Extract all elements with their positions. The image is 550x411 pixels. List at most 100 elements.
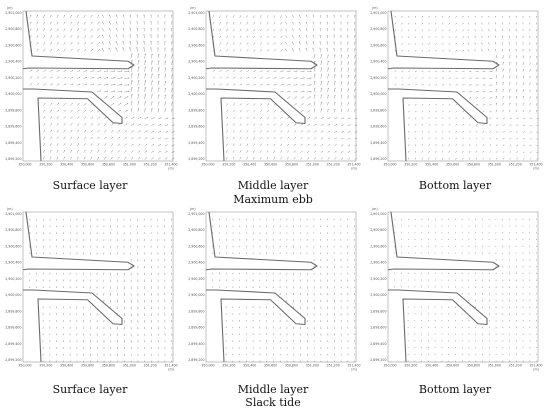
current-vector-arrow bbox=[298, 41, 301, 45]
current-vector-arrow bbox=[130, 116, 135, 120]
current-vector-arrow bbox=[414, 49, 417, 52]
current-vector-arrow bbox=[320, 73, 323, 79]
current-vector-arrow bbox=[313, 117, 318, 120]
current-vector-arrow bbox=[219, 42, 222, 45]
y-unit-label: (m) bbox=[7, 207, 13, 211]
current-vector-arrow bbox=[307, 70, 312, 73]
current-vector-arrow bbox=[70, 14, 72, 18]
current-vector-arrow bbox=[522, 158, 525, 160]
current-vector-arrow bbox=[259, 70, 263, 72]
current-vector-arrow bbox=[475, 124, 478, 126]
current-vector-arrow bbox=[90, 77, 95, 79]
current-vector-arrow bbox=[305, 47, 308, 52]
current-vector-arrow bbox=[280, 70, 284, 72]
current-vector-arrow bbox=[239, 21, 242, 25]
current-vector-arrow bbox=[320, 144, 324, 147]
current-vector-arrow bbox=[124, 156, 127, 160]
current-vector-arrow bbox=[43, 48, 46, 52]
current-vector-arrow bbox=[212, 76, 216, 79]
current-vector-arrow bbox=[340, 27, 342, 32]
current-vector-arrow bbox=[70, 35, 73, 39]
current-vector-arrow bbox=[509, 157, 512, 160]
x-tick-label: 350,200 bbox=[222, 364, 235, 368]
current-vector-arrow bbox=[90, 70, 95, 72]
current-vector-arrow bbox=[522, 82, 524, 86]
current-vector-arrow bbox=[468, 124, 471, 126]
current-vector-arrow bbox=[219, 35, 222, 39]
current-vector-arrow bbox=[239, 116, 242, 120]
current-vector-arrow bbox=[83, 35, 87, 39]
current-vector-arrow bbox=[212, 83, 216, 86]
y-tick-label: 2,901,000 bbox=[188, 11, 204, 15]
x-tick-label: 351,000 bbox=[123, 163, 136, 167]
y-tick-label: 2,899,600 bbox=[188, 326, 204, 330]
current-vector-arrow bbox=[144, 123, 148, 126]
current-vector-arrow bbox=[90, 143, 93, 147]
lower-breakwater-coastline bbox=[206, 289, 306, 363]
current-vector-arrow bbox=[97, 70, 102, 72]
current-vector-arrow bbox=[157, 94, 160, 99]
upper-breakwater-coastline bbox=[387, 211, 500, 271]
current-vector-arrow bbox=[63, 149, 66, 153]
current-vector-arrow bbox=[115, 27, 118, 32]
y-tick-label: 2,900,800 bbox=[188, 27, 204, 31]
current-vector-arrow bbox=[307, 96, 312, 99]
current-vector-arrow bbox=[49, 76, 53, 79]
current-vector-arrow bbox=[285, 21, 288, 25]
current-vector-arrow bbox=[313, 101, 316, 106]
current-vector-arrow bbox=[76, 21, 79, 25]
current-vector-arrow bbox=[171, 27, 173, 32]
current-vector-arrow bbox=[421, 42, 424, 45]
current-vector-arrow bbox=[130, 279, 132, 283]
current-vector-arrow bbox=[123, 326, 125, 330]
current-vector-arrow bbox=[29, 69, 33, 72]
current-vector-arrow bbox=[90, 14, 93, 18]
current-vector-arrow bbox=[103, 143, 107, 147]
current-vector-arrow bbox=[441, 150, 444, 153]
current-vector-arrow bbox=[475, 97, 479, 99]
y-unit-label: (m) bbox=[372, 6, 378, 10]
current-vector-arrow bbox=[307, 84, 312, 86]
current-vector-arrow bbox=[103, 90, 109, 93]
current-vector-arrow bbox=[455, 49, 458, 52]
current-vector-arrow bbox=[151, 80, 153, 86]
current-vector-arrow bbox=[116, 14, 118, 18]
current-vector-arrow bbox=[455, 157, 457, 160]
x-tick-label: 350,000 bbox=[18, 364, 31, 368]
current-vector-arrow bbox=[347, 131, 351, 133]
current-vector-arrow bbox=[124, 130, 128, 133]
current-vector-arrow bbox=[292, 21, 294, 25]
current-vector-arrow bbox=[340, 333, 342, 336]
current-vector-arrow bbox=[435, 110, 437, 113]
current-vector-arrow bbox=[326, 47, 328, 52]
current-vector-arrow bbox=[56, 48, 59, 52]
current-vector-arrow bbox=[495, 102, 497, 106]
current-vector-arrow bbox=[116, 286, 118, 290]
x-unit-label: (m) bbox=[351, 167, 357, 171]
current-vector-arrow bbox=[448, 29, 451, 32]
current-vector-arrow bbox=[56, 83, 60, 86]
current-vector-arrow bbox=[334, 124, 338, 126]
current-vector-arrow bbox=[307, 103, 311, 106]
current-vector-arrow bbox=[259, 136, 262, 140]
current-vector-arrow bbox=[273, 49, 276, 52]
current-vector-arrow bbox=[117, 136, 121, 140]
current-vector-arrow bbox=[97, 130, 100, 133]
current-vector-arrow bbox=[137, 123, 142, 126]
current-vector-arrow bbox=[455, 103, 458, 106]
current-vector-arrow bbox=[110, 279, 111, 283]
current-vector-arrow bbox=[481, 35, 483, 39]
current-vector-arrow bbox=[334, 80, 336, 86]
current-vector-arrow bbox=[83, 48, 87, 52]
current-vector-arrow bbox=[259, 35, 262, 39]
current-vectors bbox=[29, 14, 176, 160]
x-tick-label: 351,400 bbox=[347, 364, 360, 368]
current-vector-arrow bbox=[401, 29, 403, 32]
y-tick-label: 2,901,000 bbox=[5, 212, 21, 216]
current-vector-arrow bbox=[116, 306, 118, 310]
current-vector-arrow bbox=[313, 94, 316, 99]
current-vector-arrow bbox=[137, 319, 139, 323]
current-vector-arrow bbox=[83, 123, 87, 126]
current-vector-arrow bbox=[137, 100, 140, 106]
current-vector-arrow bbox=[76, 103, 80, 106]
